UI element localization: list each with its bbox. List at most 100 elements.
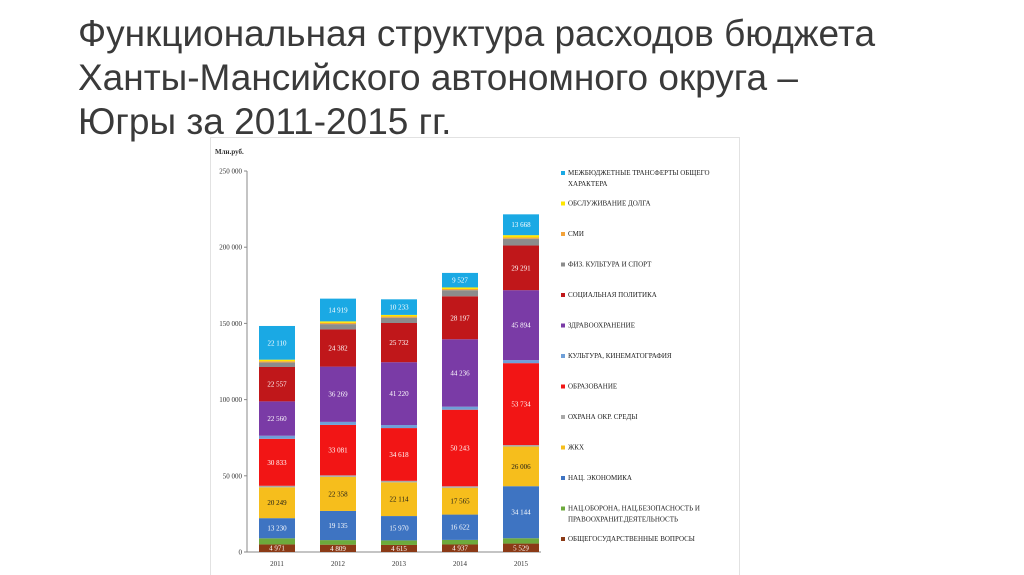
bar-segment (259, 435, 295, 439)
legend-label: СМИ (568, 230, 584, 238)
bar-segment (442, 539, 478, 545)
bar-segment (320, 329, 356, 367)
bar-segment (503, 245, 539, 291)
bar-segment (320, 475, 356, 477)
bar-segment (259, 366, 295, 402)
bar-segment (442, 409, 478, 487)
bar-segment (442, 339, 478, 407)
data-label: 33 081 (328, 447, 348, 455)
bar-segment (381, 516, 417, 541)
bar-segment (442, 290, 478, 297)
bar-segment (381, 544, 417, 552)
legend-label-line: НАЦ.ОБОРОНА, НАЦ.БЕЗОПАСНОСТЬ И (568, 505, 700, 513)
data-label: 13 668 (511, 221, 531, 229)
data-label: 28 197 (450, 314, 470, 322)
data-label: 22 114 (390, 496, 409, 504)
legend-label: НАЦ.ОБОРОНА, НАЦ.БЕЗОПАСНОСТЬ И ПРАВООХРА… (568, 505, 700, 524)
legend-swatch (561, 445, 565, 450)
legend-label: ЖКХ (568, 444, 584, 452)
legend-swatch (561, 293, 565, 297)
data-label: 4 971 (269, 545, 285, 553)
bar-segment (259, 438, 295, 486)
bar-segment (503, 446, 539, 487)
data-label: 22 557 (267, 381, 287, 389)
bar-segment (259, 401, 295, 436)
bar-segment (381, 425, 417, 429)
bar-segment (442, 272, 478, 288)
y-tick-label: 0 (239, 549, 243, 557)
bar-segment (320, 476, 356, 511)
legend-swatch (561, 354, 565, 358)
data-label: 22 358 (328, 490, 348, 498)
bar-segment (320, 324, 356, 330)
data-label: 44 236 (450, 369, 470, 377)
bar-segment (503, 486, 539, 539)
bar-segment (320, 321, 356, 323)
bar-segment (442, 487, 478, 515)
bar-segment (320, 544, 356, 552)
chart-panel: Млн.руб. 0 50 000 100 000 150 000 200 000 250 … (210, 137, 740, 575)
legend-label: ОБЩЕГОСУДАРСТВЕННЫЕ ВОПРОСЫ (568, 535, 695, 543)
legend-swatch (561, 384, 565, 389)
data-label: 34 144 (511, 509, 531, 517)
x-tick-label: 2012 (331, 560, 346, 568)
bar-segment (381, 299, 417, 315)
bar-segment (381, 482, 417, 517)
y-tick-label: 150 000 (219, 320, 242, 328)
data-label: 17 565 (450, 498, 470, 506)
legend-swatch (561, 323, 565, 328)
data-label: 20 249 (267, 499, 287, 507)
data-label: 22 560 (267, 415, 287, 423)
bar-segment (442, 296, 478, 340)
bar-segment (503, 214, 539, 236)
bar-segment (503, 363, 539, 446)
legend-label-line: МЕЖБЮДЖЕТНЫЕ ТРАНСФЕРТЫ ОБЩЕГО (568, 169, 710, 177)
data-label: 41 220 (389, 390, 409, 398)
y-tick-label: 50 000 (223, 472, 243, 480)
bar-segment (259, 544, 295, 552)
bar-segment (259, 518, 295, 539)
bar-segment (503, 235, 539, 238)
bar-segment (381, 540, 417, 545)
data-label: 45 894 (511, 322, 531, 330)
y-tick-label: 100 000 (219, 396, 242, 404)
bar-segment (381, 317, 417, 323)
bar-segment (381, 480, 417, 483)
legend-label: ОХРАНА ОКР. СРЕДЫ (568, 413, 637, 421)
bar-segment (320, 322, 356, 325)
legend-swatch (561, 506, 565, 511)
bar-segment (503, 237, 539, 239)
bar-segment (259, 538, 295, 545)
data-label: 24 382 (328, 345, 348, 353)
bar-segment (381, 322, 417, 363)
bar-segment (259, 362, 295, 367)
bar-segment (259, 325, 295, 360)
bar-segment (442, 406, 478, 410)
bar-segment (320, 298, 356, 322)
bar-segment (442, 486, 478, 488)
bar-segment (381, 428, 417, 481)
bar-segment (503, 360, 539, 364)
legend-label: МЕЖБЮДЖЕТНЫЕ ТРАНСФЕРТЫ ОБЩЕГО ХАРАКТЕРА (568, 169, 710, 188)
x-tick-label: 2015 (514, 560, 529, 568)
slide-title: Функциональная структура расходов бюджет… (78, 12, 978, 144)
data-label: 34 618 (389, 451, 409, 459)
y-unit-label: Млн.руб. (215, 148, 244, 156)
bar-segment (503, 538, 539, 544)
data-label: 14 919 (328, 306, 348, 314)
data-label: 29 291 (511, 264, 531, 272)
legend-swatch (561, 476, 565, 480)
bar-segment (320, 540, 356, 545)
legend-swatch (561, 415, 565, 419)
legend-swatch (561, 262, 565, 267)
legend-label: НАЦ. ЭКОНОМИКА (568, 474, 632, 482)
legend-label: ФИЗ. КУЛЬТУРА И СПОРТ (568, 261, 652, 269)
legend-label: ЗДРАВООХРАНЕНИЕ (568, 322, 635, 330)
bar-segment (259, 485, 295, 488)
y-tick-label: 250 000 (219, 168, 242, 176)
x-tick-label: 2014 (453, 560, 468, 568)
bar-segment (442, 514, 478, 540)
data-label: 4 809 (330, 545, 346, 553)
bar-segment (442, 544, 478, 552)
legend-label-line: ХАРАКТЕРА (568, 180, 607, 188)
